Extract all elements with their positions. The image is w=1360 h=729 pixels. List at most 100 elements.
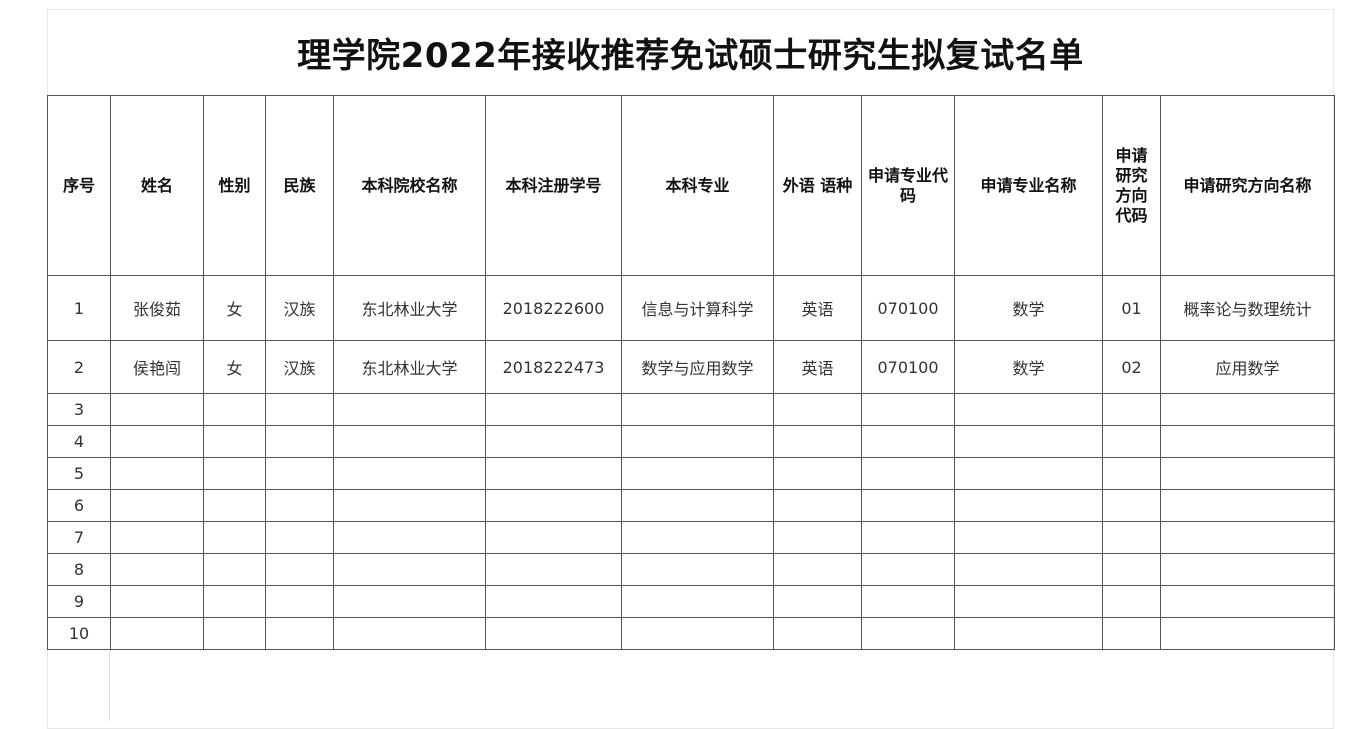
cell-name[interactable] <box>110 489 204 522</box>
cell-name[interactable] <box>110 457 204 490</box>
cell-foreign-language[interactable] <box>773 489 862 522</box>
cell-seq[interactable]: 4 <box>47 425 111 458</box>
cell-direction-code[interactable] <box>1102 585 1161 618</box>
cell-gender[interactable]: 女 <box>203 275 266 341</box>
cell-name[interactable] <box>110 617 204 650</box>
cell-foreign-language[interactable] <box>773 425 862 458</box>
cell-major-name[interactable] <box>954 521 1103 554</box>
cell-direction-code[interactable] <box>1102 393 1161 426</box>
cell-student-id[interactable] <box>485 457 622 490</box>
cell-undergrad-major[interactable] <box>621 585 774 618</box>
cell-foreign-language[interactable] <box>773 521 862 554</box>
cell-major-code[interactable] <box>861 585 955 618</box>
cell-name[interactable] <box>110 521 204 554</box>
cell-ethnicity[interactable] <box>265 457 334 490</box>
cell-direction-name[interactable] <box>1160 393 1335 426</box>
cell-name[interactable] <box>110 393 204 426</box>
cell-direction-name[interactable] <box>1160 553 1335 586</box>
cell-direction-name[interactable] <box>1160 489 1335 522</box>
cell-undergrad-major[interactable] <box>621 425 774 458</box>
cell-direction-name[interactable] <box>1160 425 1335 458</box>
cell-major-name[interactable] <box>954 425 1103 458</box>
cell-ethnicity[interactable] <box>265 393 334 426</box>
cell-direction-name[interactable] <box>1160 617 1335 650</box>
cell-major-name[interactable] <box>954 617 1103 650</box>
cell-undergrad-major[interactable] <box>621 553 774 586</box>
cell-ethnicity[interactable] <box>265 521 334 554</box>
cell-foreign-language[interactable] <box>773 553 862 586</box>
cell-undergrad-major[interactable] <box>621 617 774 650</box>
cell-direction-code[interactable] <box>1102 425 1161 458</box>
cell-major-code[interactable]: 070100 <box>861 340 955 394</box>
cell-undergrad-school[interactable] <box>333 521 486 554</box>
cell-major-code[interactable]: 070100 <box>861 275 955 341</box>
cell-name[interactable] <box>110 585 204 618</box>
cell-direction-code[interactable]: 02 <box>1102 340 1161 394</box>
cell-ethnicity[interactable] <box>265 489 334 522</box>
cell-major-name[interactable] <box>954 489 1103 522</box>
cell-foreign-language[interactable] <box>773 457 862 490</box>
cell-name[interactable] <box>110 553 204 586</box>
cell-seq[interactable]: 3 <box>47 393 111 426</box>
cell-student-id[interactable] <box>485 393 622 426</box>
cell-seq[interactable]: 1 <box>47 275 111 341</box>
cell-major-name[interactable] <box>954 553 1103 586</box>
cell-undergrad-school[interactable] <box>333 393 486 426</box>
cell-gender[interactable] <box>203 489 266 522</box>
cell-direction-name[interactable]: 概率论与数理统计 <box>1160 275 1335 341</box>
cell-undergrad-major[interactable] <box>621 489 774 522</box>
cell-undergrad-major[interactable] <box>621 393 774 426</box>
cell-foreign-language[interactable]: 英语 <box>773 275 862 341</box>
cell-direction-code[interactable] <box>1102 457 1161 490</box>
cell-gender[interactable] <box>203 457 266 490</box>
cell-ethnicity[interactable] <box>265 425 334 458</box>
cell-major-name[interactable] <box>954 457 1103 490</box>
cell-direction-name[interactable] <box>1160 585 1335 618</box>
cell-undergrad-major[interactable] <box>621 457 774 490</box>
cell-undergrad-school[interactable] <box>333 489 486 522</box>
cell-direction-name[interactable] <box>1160 457 1335 490</box>
cell-ethnicity[interactable]: 汉族 <box>265 275 334 341</box>
cell-direction-code[interactable]: 01 <box>1102 275 1161 341</box>
cell-major-name[interactable] <box>954 393 1103 426</box>
cell-major-code[interactable] <box>861 457 955 490</box>
cell-ethnicity[interactable] <box>265 553 334 586</box>
cell-direction-code[interactable] <box>1102 617 1161 650</box>
cell-gender[interactable] <box>203 585 266 618</box>
cell-student-id[interactable] <box>485 425 622 458</box>
cell-undergrad-major[interactable] <box>621 521 774 554</box>
cell-name[interactable]: 侯艳闯 <box>110 340 204 394</box>
cell-seq[interactable]: 2 <box>47 340 111 394</box>
cell-undergrad-school[interactable] <box>333 585 486 618</box>
cell-direction-name[interactable] <box>1160 521 1335 554</box>
cell-undergrad-major[interactable]: 数学与应用数学 <box>621 340 774 394</box>
cell-seq[interactable]: 9 <box>47 585 111 618</box>
cell-student-id[interactable] <box>485 585 622 618</box>
cell-major-name[interactable] <box>954 585 1103 618</box>
cell-gender[interactable] <box>203 393 266 426</box>
cell-gender[interactable] <box>203 521 266 554</box>
cell-student-id[interactable]: 2018222600 <box>485 275 622 341</box>
cell-direction-code[interactable] <box>1102 489 1161 522</box>
cell-direction-name[interactable]: 应用数学 <box>1160 340 1335 394</box>
cell-student-id[interactable] <box>485 553 622 586</box>
cell-major-code[interactable] <box>861 553 955 586</box>
cell-gender[interactable]: 女 <box>203 340 266 394</box>
cell-major-code[interactable] <box>861 393 955 426</box>
cell-major-code[interactable] <box>861 521 955 554</box>
cell-gender[interactable] <box>203 617 266 650</box>
cell-undergrad-major[interactable]: 信息与计算科学 <box>621 275 774 341</box>
cell-student-id[interactable] <box>485 489 622 522</box>
cell-undergrad-school[interactable]: 东北林业大学 <box>333 275 486 341</box>
cell-major-name[interactable]: 数学 <box>954 340 1103 394</box>
cell-student-id[interactable] <box>485 617 622 650</box>
cell-student-id[interactable]: 2018222473 <box>485 340 622 394</box>
cell-major-code[interactable] <box>861 617 955 650</box>
cell-seq[interactable]: 5 <box>47 457 111 490</box>
cell-seq[interactable]: 7 <box>47 521 111 554</box>
cell-foreign-language[interactable] <box>773 393 862 426</box>
cell-gender[interactable] <box>203 425 266 458</box>
cell-gender[interactable] <box>203 553 266 586</box>
cell-name[interactable] <box>110 425 204 458</box>
cell-major-code[interactable] <box>861 489 955 522</box>
